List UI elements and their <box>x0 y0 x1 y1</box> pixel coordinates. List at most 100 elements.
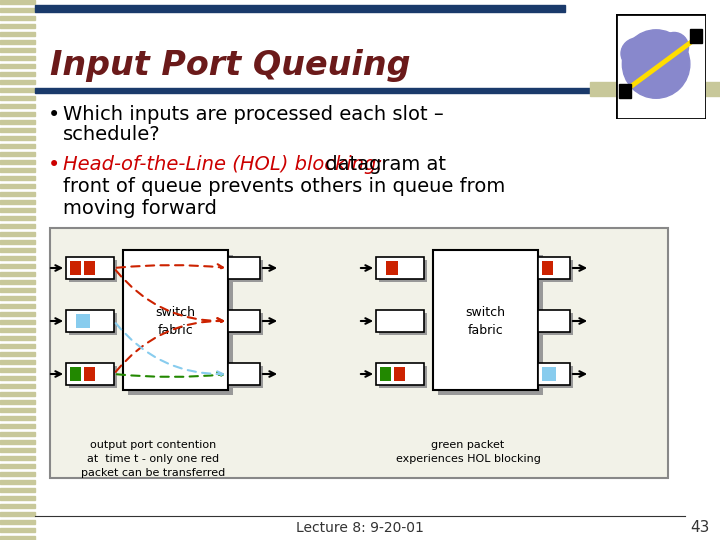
Bar <box>228 363 260 385</box>
Bar <box>0 200 35 204</box>
Bar <box>0 232 35 236</box>
Text: datagram at: datagram at <box>319 156 446 174</box>
Bar <box>0 136 35 140</box>
Bar <box>70 367 81 381</box>
Bar <box>0 8 35 12</box>
Bar <box>619 84 631 98</box>
Text: Input Port Queuing: Input Port Queuing <box>50 49 410 82</box>
Bar <box>376 363 424 385</box>
Bar <box>394 367 405 381</box>
Text: at  time t - only one red: at time t - only one red <box>87 454 219 464</box>
Bar <box>70 261 81 275</box>
Text: 43: 43 <box>690 521 710 536</box>
Bar <box>123 250 228 390</box>
Bar <box>0 144 35 148</box>
Text: Lecture 8: 9-20-01: Lecture 8: 9-20-01 <box>296 521 424 535</box>
Bar <box>231 313 263 335</box>
Bar <box>0 56 35 60</box>
Bar <box>0 488 35 492</box>
Bar <box>84 367 95 381</box>
Bar <box>0 536 35 540</box>
Text: switch: switch <box>156 306 196 319</box>
Text: fabric: fabric <box>467 323 503 336</box>
Bar <box>0 240 35 244</box>
Bar <box>538 363 570 385</box>
Bar <box>0 296 35 300</box>
Text: Head-of-the-Line (HOL) blocking:: Head-of-the-Line (HOL) blocking: <box>63 156 383 174</box>
Bar <box>538 257 570 279</box>
Bar <box>0 504 35 508</box>
Bar <box>0 280 35 284</box>
Bar <box>0 72 35 76</box>
Bar <box>231 366 263 388</box>
Bar <box>35 5 565 12</box>
Bar <box>0 456 35 460</box>
Bar <box>0 360 35 364</box>
Bar <box>69 260 117 282</box>
Bar <box>0 512 35 516</box>
Bar <box>541 260 573 282</box>
Bar <box>0 256 35 260</box>
Text: schedule?: schedule? <box>63 125 161 145</box>
Bar <box>379 366 427 388</box>
Bar <box>50 228 668 478</box>
Bar <box>0 208 35 212</box>
Bar <box>0 424 35 428</box>
Bar <box>0 416 35 420</box>
Bar <box>541 313 573 335</box>
Bar <box>66 257 114 279</box>
Bar <box>538 310 570 332</box>
Bar <box>0 88 35 92</box>
Bar <box>386 261 398 275</box>
Bar <box>0 288 35 292</box>
Bar <box>690 29 702 43</box>
Bar <box>84 261 95 275</box>
Bar <box>0 224 35 228</box>
Text: switch: switch <box>466 306 505 319</box>
Bar <box>69 313 117 335</box>
Bar <box>541 366 573 388</box>
Text: fabric: fabric <box>158 323 194 336</box>
Bar <box>380 367 391 381</box>
Text: experiences HOL blocking: experiences HOL blocking <box>395 454 541 464</box>
Bar <box>35 88 685 93</box>
Bar <box>0 328 35 332</box>
Text: moving forward: moving forward <box>63 199 217 219</box>
Bar <box>0 80 35 84</box>
Bar <box>0 376 35 380</box>
Text: front of queue prevents others in queue from: front of queue prevents others in queue … <box>63 178 505 197</box>
Bar <box>0 0 35 4</box>
Bar <box>128 255 233 395</box>
Ellipse shape <box>621 38 655 69</box>
Bar <box>0 448 35 452</box>
Bar <box>0 464 35 468</box>
Bar <box>376 310 424 332</box>
Bar <box>69 366 117 388</box>
Text: •: • <box>48 105 60 125</box>
Ellipse shape <box>622 30 690 98</box>
Text: Which inputs are processed each slot –: Which inputs are processed each slot – <box>63 105 444 125</box>
Bar <box>0 384 35 388</box>
Bar <box>0 152 35 156</box>
Bar <box>0 176 35 180</box>
Bar <box>438 255 543 395</box>
Ellipse shape <box>638 69 674 95</box>
Bar <box>0 368 35 372</box>
Bar <box>0 272 35 276</box>
Bar <box>0 168 35 172</box>
Bar <box>0 160 35 164</box>
Bar <box>76 314 90 328</box>
Bar <box>0 400 35 404</box>
Bar <box>590 82 720 96</box>
Bar <box>0 320 35 324</box>
Bar <box>228 257 260 279</box>
Bar <box>0 192 35 196</box>
Bar <box>231 260 263 282</box>
Bar <box>376 257 424 279</box>
Bar <box>228 310 260 332</box>
Text: •: • <box>48 155 60 175</box>
Bar <box>0 528 35 532</box>
Bar <box>0 344 35 348</box>
Bar <box>0 248 35 252</box>
Bar <box>0 104 35 108</box>
